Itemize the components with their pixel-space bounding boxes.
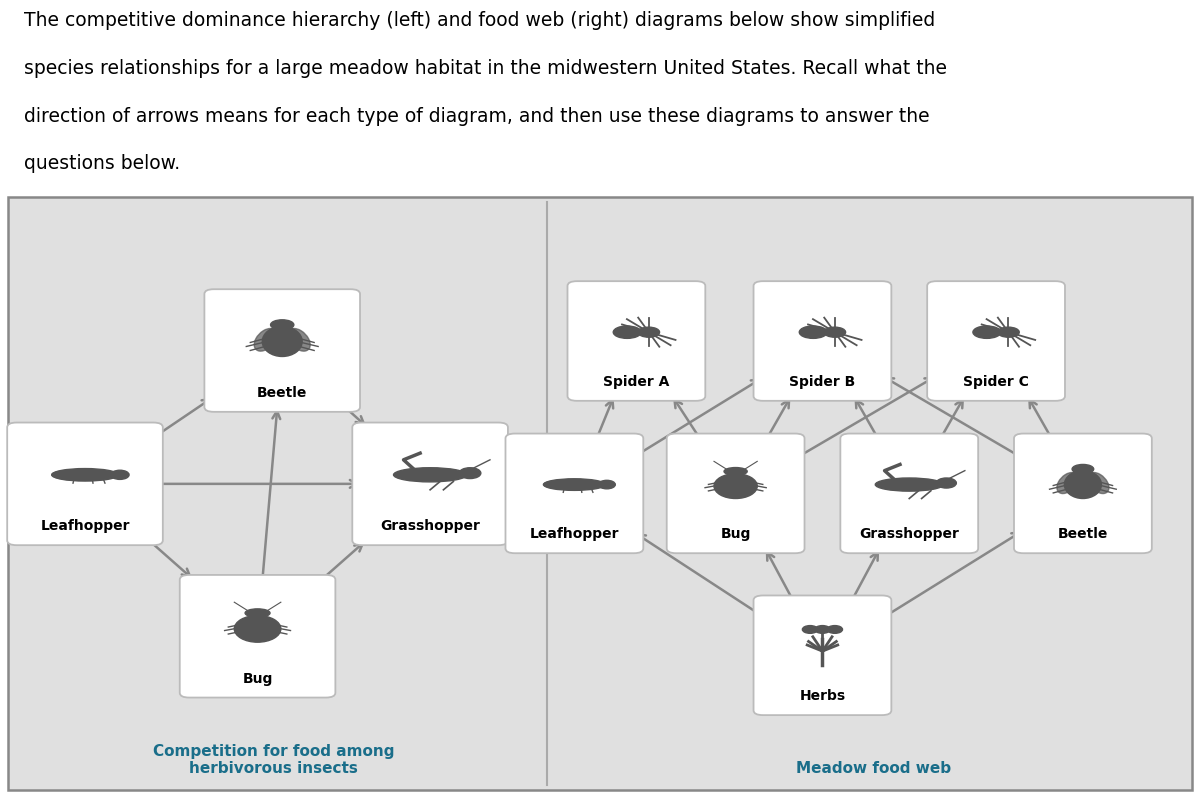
FancyBboxPatch shape xyxy=(928,281,1064,401)
Text: Spider A: Spider A xyxy=(604,375,670,389)
Ellipse shape xyxy=(270,320,294,330)
Ellipse shape xyxy=(460,467,481,479)
Text: Competition for food among
herbivorous insects: Competition for food among herbivorous i… xyxy=(152,744,394,776)
Ellipse shape xyxy=(52,469,112,480)
Ellipse shape xyxy=(245,609,270,617)
Ellipse shape xyxy=(1064,471,1102,499)
FancyBboxPatch shape xyxy=(204,289,360,411)
FancyBboxPatch shape xyxy=(754,281,892,401)
Text: Leafhopper: Leafhopper xyxy=(529,527,619,541)
Text: Bug: Bug xyxy=(242,672,272,686)
Text: questions below.: questions below. xyxy=(24,154,180,173)
Text: Bug: Bug xyxy=(720,527,751,541)
Ellipse shape xyxy=(1057,472,1078,494)
Ellipse shape xyxy=(936,478,956,488)
Text: Meadow food web: Meadow food web xyxy=(796,761,950,776)
Circle shape xyxy=(803,626,818,634)
FancyBboxPatch shape xyxy=(180,575,335,698)
Text: Spider B: Spider B xyxy=(790,375,856,389)
Circle shape xyxy=(827,626,842,634)
Ellipse shape xyxy=(254,328,277,351)
Ellipse shape xyxy=(973,326,1001,339)
Ellipse shape xyxy=(599,480,616,489)
FancyBboxPatch shape xyxy=(568,281,706,401)
Ellipse shape xyxy=(110,471,130,479)
Text: The competitive dominance hierarchy (left) and food web (right) diagrams below s: The competitive dominance hierarchy (lef… xyxy=(24,11,935,30)
FancyBboxPatch shape xyxy=(353,423,508,545)
Ellipse shape xyxy=(638,327,660,337)
Ellipse shape xyxy=(544,479,599,490)
FancyBboxPatch shape xyxy=(505,434,643,553)
Ellipse shape xyxy=(52,468,119,481)
Ellipse shape xyxy=(997,327,1019,337)
Circle shape xyxy=(815,626,830,634)
Text: Beetle: Beetle xyxy=(1057,527,1108,541)
Ellipse shape xyxy=(1087,472,1109,494)
Ellipse shape xyxy=(613,326,641,339)
Text: Leafhopper: Leafhopper xyxy=(41,519,130,533)
Ellipse shape xyxy=(724,467,748,475)
Text: species relationships for a large meadow habitat in the midwestern United States: species relationships for a large meadow… xyxy=(24,59,947,78)
Ellipse shape xyxy=(234,615,281,642)
Text: direction of arrows means for each type of diagram, and then use these diagrams : direction of arrows means for each type … xyxy=(24,106,930,125)
Text: Grasshopper: Grasshopper xyxy=(380,519,480,533)
Text: Herbs: Herbs xyxy=(799,690,846,703)
Text: Grasshopper: Grasshopper xyxy=(859,527,959,541)
Ellipse shape xyxy=(394,467,467,482)
FancyBboxPatch shape xyxy=(754,595,892,715)
Ellipse shape xyxy=(714,474,757,499)
FancyBboxPatch shape xyxy=(1014,434,1152,553)
Ellipse shape xyxy=(799,326,827,339)
Ellipse shape xyxy=(1072,464,1093,474)
Ellipse shape xyxy=(875,478,943,491)
Text: Spider C: Spider C xyxy=(964,375,1030,389)
Ellipse shape xyxy=(544,479,605,491)
FancyBboxPatch shape xyxy=(7,423,163,545)
Ellipse shape xyxy=(288,328,311,351)
FancyBboxPatch shape xyxy=(840,434,978,553)
FancyBboxPatch shape xyxy=(667,434,804,553)
Ellipse shape xyxy=(263,327,302,356)
Ellipse shape xyxy=(824,327,846,337)
FancyBboxPatch shape xyxy=(8,197,1192,790)
Text: Beetle: Beetle xyxy=(257,386,307,400)
